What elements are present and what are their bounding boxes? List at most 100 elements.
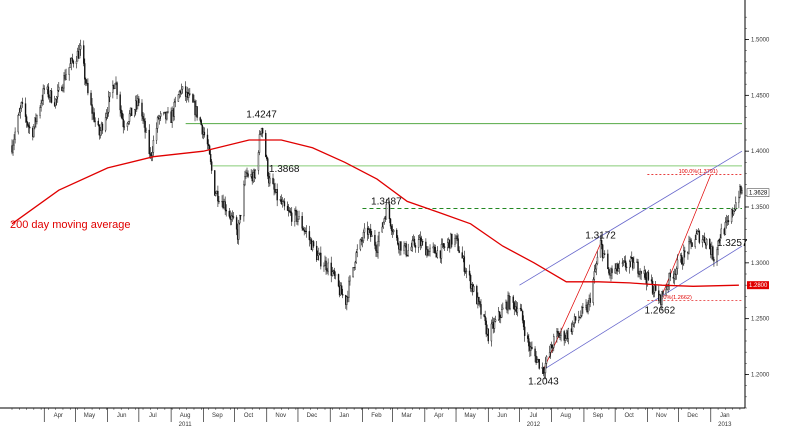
candle-body <box>265 132 267 157</box>
candle-body <box>69 63 71 68</box>
ma-price-tag <box>747 281 769 290</box>
candle-body <box>330 262 332 276</box>
candle-body <box>291 212 293 222</box>
candle-body <box>188 93 190 98</box>
candle-body <box>734 209 736 212</box>
candle-body <box>440 244 443 259</box>
candle-body <box>556 331 558 337</box>
x-month-label: Jul <box>530 413 538 419</box>
candle-body <box>349 276 351 282</box>
candle-body <box>602 253 605 258</box>
x-month-label: Aug <box>560 413 571 419</box>
candle-body <box>725 221 728 223</box>
x-month-label: Sep <box>593 413 604 419</box>
candle-body <box>72 60 75 64</box>
x-month-label: Aug <box>180 413 191 419</box>
candle-body <box>447 242 449 248</box>
x-month-label: Jun <box>117 413 127 419</box>
candle-body <box>458 250 460 253</box>
candle-body <box>618 262 620 269</box>
candle-body <box>108 96 110 113</box>
candle-body <box>79 45 82 50</box>
candle-body <box>377 241 379 253</box>
candle-body <box>224 201 226 211</box>
candle-body <box>84 63 86 80</box>
candle-body <box>422 241 424 243</box>
x-month-label: Jun <box>497 413 507 419</box>
candle-body <box>245 172 247 177</box>
candle-body <box>323 265 325 267</box>
candle-body <box>651 280 654 294</box>
candle-body <box>652 292 655 294</box>
candle-body <box>683 250 685 265</box>
candle-body <box>65 74 67 80</box>
candle-body <box>705 239 708 246</box>
candle-body <box>716 249 718 262</box>
candle-body <box>560 331 562 336</box>
candle-body <box>594 268 597 272</box>
candle-body <box>348 280 350 298</box>
candle-body <box>587 304 589 313</box>
candle-body <box>675 268 678 275</box>
candle-body <box>214 170 216 196</box>
candle-body <box>116 82 118 95</box>
candle-body <box>337 274 340 287</box>
candle-body <box>25 116 28 123</box>
candle-body <box>331 271 333 276</box>
candle-body <box>476 285 478 305</box>
candle-body <box>184 86 187 97</box>
candle-body <box>389 218 392 227</box>
candle-body <box>106 111 109 114</box>
candle-body <box>549 344 552 353</box>
candle-body <box>145 129 147 133</box>
moving-average-label: 200 day moving average <box>10 219 130 231</box>
candle-body <box>289 211 292 214</box>
candle-body <box>381 226 383 233</box>
candle-body <box>174 101 176 103</box>
candle-body <box>483 314 485 317</box>
candle-body <box>24 103 27 117</box>
candle-body <box>413 238 416 246</box>
candle-body <box>712 246 714 260</box>
candle-body <box>12 144 14 153</box>
candle-body <box>126 123 129 127</box>
candle-body <box>189 93 191 95</box>
candle-body <box>243 184 245 217</box>
candle-body <box>246 172 248 174</box>
candle-body <box>167 111 169 113</box>
candle-body <box>269 177 271 184</box>
candle-body <box>362 232 365 241</box>
candle-body <box>41 100 43 104</box>
candle-body <box>552 347 554 349</box>
candle-body <box>375 245 377 251</box>
candle-body <box>563 331 565 341</box>
candle-body <box>122 118 124 128</box>
candle-body <box>21 102 24 104</box>
candle-body <box>436 250 439 258</box>
candle-body <box>543 372 546 374</box>
candle-body <box>410 246 413 251</box>
candle-body <box>244 176 246 185</box>
candle-body <box>631 257 633 259</box>
fib-projection-line <box>659 174 712 301</box>
candle-body <box>719 237 721 241</box>
candle-body <box>120 109 122 114</box>
candle-body <box>548 352 551 357</box>
candle-body <box>544 363 547 373</box>
candle-body <box>625 266 628 268</box>
candle-body <box>228 210 231 217</box>
candle-body <box>582 306 584 308</box>
candle-body <box>36 115 38 122</box>
candle-body <box>355 252 357 263</box>
candle-body <box>173 102 175 117</box>
candle-body <box>388 204 391 220</box>
moving-average-line <box>11 139 739 287</box>
candle-body <box>698 231 701 243</box>
candle-body <box>114 83 116 89</box>
candle-body <box>516 307 519 313</box>
price-label: 1.2043 <box>528 377 559 388</box>
x-month-label: Jan <box>339 413 349 419</box>
candle-body <box>93 112 95 122</box>
candle-body <box>622 260 625 264</box>
candle-body <box>109 92 111 98</box>
